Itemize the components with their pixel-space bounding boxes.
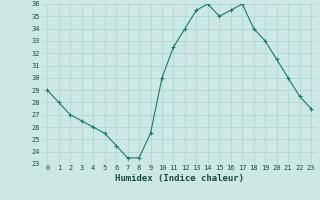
X-axis label: Humidex (Indice chaleur): Humidex (Indice chaleur): [115, 174, 244, 183]
